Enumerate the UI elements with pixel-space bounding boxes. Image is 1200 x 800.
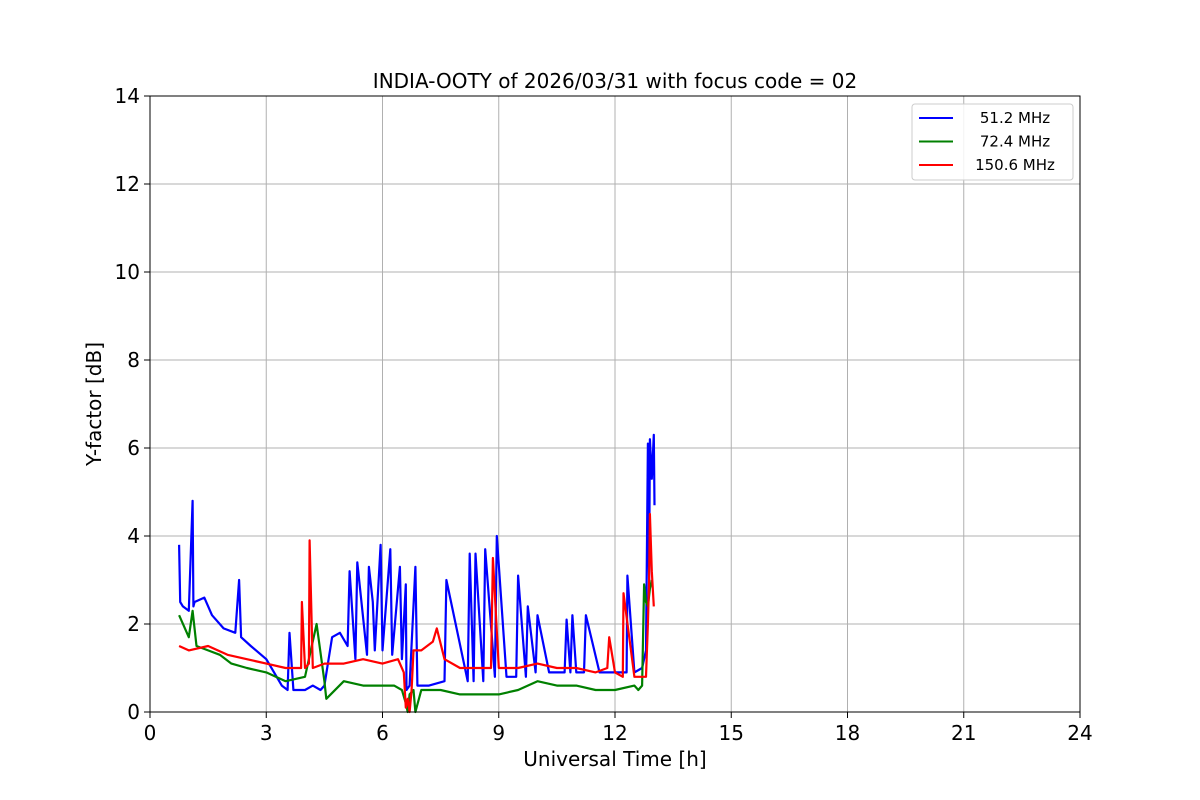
- x-tick-label: 24: [1067, 721, 1092, 745]
- legend-label-3: 150.6 MHz: [975, 156, 1055, 174]
- legend-label-2: 72.4 MHz: [980, 133, 1050, 151]
- y-tick-label: 6: [127, 436, 140, 460]
- y-tick-label: 10: [115, 260, 140, 284]
- series-line-1: [178, 433, 656, 692]
- x-tick-label: 12: [602, 721, 627, 745]
- x-tick-label: 3: [260, 721, 273, 745]
- x-axis: 0 3 6 9 12 15 18 21 24: [144, 712, 1093, 745]
- x-axis-label: Universal Time [h]: [523, 747, 706, 771]
- series-line-3: [178, 512, 655, 714]
- legend: 51.2 MHz 72.4 MHz 150.6 MHz: [911, 103, 1074, 181]
- x-tick-label: 6: [376, 721, 389, 745]
- x-tick-label: 18: [835, 721, 860, 745]
- y-tick-label: 8: [127, 348, 140, 372]
- y-axis: 0 2 4 6 8 10 12 14: [115, 84, 150, 724]
- x-tick-label: 0: [144, 721, 157, 745]
- chart-title: INDIA-OOTY of 2026/03/31 with focus code…: [373, 69, 857, 93]
- legend-frame: [911, 103, 1074, 181]
- y-tick-label: 4: [127, 524, 140, 548]
- x-tick-label: 15: [719, 721, 744, 745]
- x-tick-label: 9: [492, 721, 505, 745]
- y-axis-label: Y-factor [dB]: [82, 342, 106, 467]
- legend-label-1: 51.2 MHz: [980, 109, 1050, 127]
- y-tick-label: 14: [115, 84, 140, 108]
- y-tick-label: 2: [127, 612, 140, 636]
- x-tick-label: 21: [951, 721, 976, 745]
- series-line-2: [178, 579, 653, 714]
- series-group: [178, 433, 656, 714]
- y-tick-label: 0: [127, 700, 140, 724]
- y-tick-label: 12: [115, 172, 140, 196]
